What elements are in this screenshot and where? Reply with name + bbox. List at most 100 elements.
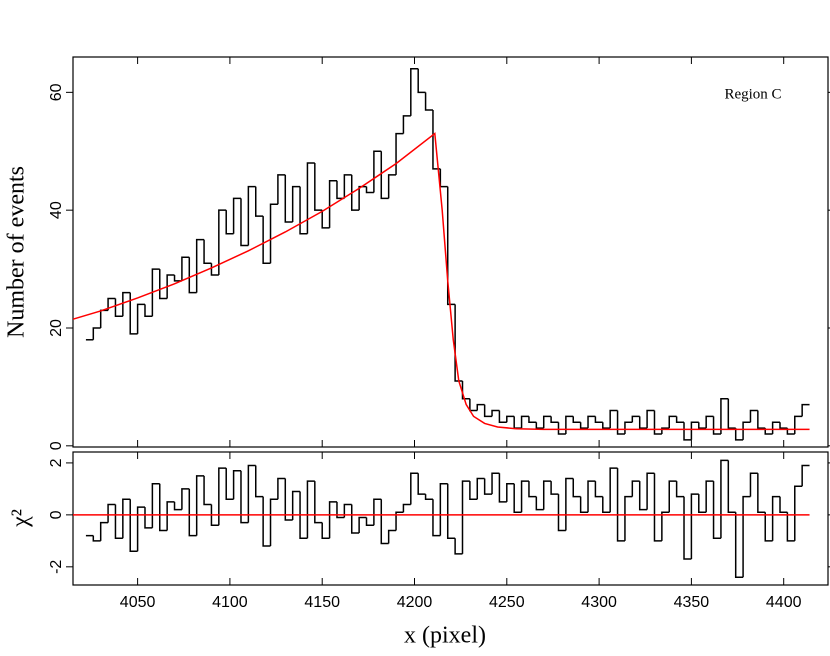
histogram-step [210, 504, 219, 527]
histogram-step [513, 483, 522, 514]
fit-line [72, 132, 810, 431]
histogram-step [232, 469, 241, 500]
histogram-step [609, 409, 618, 429]
histogram-step [387, 174, 397, 199]
histogram-step [321, 522, 330, 539]
histogram-step [749, 472, 758, 497]
histogram-step [395, 132, 404, 175]
histogram-step [675, 416, 685, 424]
histogram-step [159, 269, 168, 300]
histogram-step [151, 482, 160, 528]
histogram-step [594, 416, 603, 424]
histogram-step [195, 238, 205, 293]
histogram-step [705, 415, 714, 429]
x-axis-label: x (pixel) [404, 623, 486, 649]
histogram-step [417, 473, 426, 495]
histogram-step [513, 416, 522, 429]
histogram-step [483, 404, 493, 418]
histogram-step [734, 428, 744, 441]
histogram-step [269, 203, 278, 264]
histogram-step [240, 198, 249, 247]
histogram-step [350, 504, 360, 534]
histogram-step [520, 480, 529, 513]
histogram-step [373, 498, 382, 526]
y-tick-label: 20 [48, 319, 65, 337]
histogram-step [698, 422, 707, 429]
histogram-step [705, 480, 714, 513]
histogram-step [565, 477, 574, 531]
histogram-step [542, 415, 552, 429]
histogram-step [114, 298, 123, 317]
histogram-step [218, 209, 227, 275]
histogram-step [350, 174, 360, 211]
histogram-step [203, 239, 212, 264]
histogram-step [365, 517, 374, 527]
histogram-step [587, 480, 596, 513]
histogram-step [535, 496, 544, 511]
histogram-step [291, 185, 301, 222]
histogram-step [446, 483, 456, 539]
histogram-step [321, 210, 330, 229]
histogram-step [358, 185, 367, 211]
x-tick-label: 4250 [489, 594, 525, 611]
histogram-step [638, 481, 648, 511]
histogram-step [550, 416, 559, 424]
histogram-step [247, 464, 256, 523]
histogram-step [638, 416, 648, 429]
histogram-step [203, 475, 212, 506]
histogram-step [668, 480, 677, 513]
histogram-step [661, 427, 670, 435]
histogram-step [306, 162, 315, 234]
histogram-step [557, 422, 566, 435]
y-tick-label: -2 [48, 560, 65, 574]
histogram-step [469, 481, 478, 501]
histogram-step [616, 410, 625, 435]
histogram-step [786, 428, 795, 435]
histogram-step [232, 197, 241, 234]
histogram-step [410, 68, 419, 116]
histogram-step [395, 511, 404, 531]
x-tick-label: 4050 [120, 594, 156, 611]
histogram-step [306, 480, 315, 539]
histogram-step [299, 186, 308, 235]
histogram-step [417, 68, 426, 94]
plot-frame [72, 451, 829, 586]
histogram-step [159, 483, 168, 532]
x-tick-label: 4100 [212, 594, 248, 611]
histogram-step [476, 403, 485, 411]
histogram-step [336, 501, 345, 519]
histogram-step [520, 415, 529, 429]
x-tick-label: 4150 [304, 594, 340, 611]
histogram-step [446, 186, 456, 306]
histogram-step [690, 493, 699, 560]
histogram-step [794, 485, 803, 541]
histogram-step [218, 467, 227, 526]
histogram-step [498, 473, 507, 503]
histogram-step [166, 274, 175, 299]
histogram-step [262, 216, 271, 264]
histogram-step [107, 297, 116, 311]
histogram-step [188, 257, 197, 294]
histogram-step [646, 409, 655, 429]
y-tick-label: 0 [48, 441, 65, 450]
histogram-step [683, 496, 692, 560]
histogram-step [594, 481, 603, 498]
histogram-step [675, 481, 685, 498]
histogram-step [424, 92, 433, 111]
histogram-step [602, 496, 611, 514]
histogram-step [358, 516, 367, 534]
histogram-step [380, 499, 389, 545]
histogram-step [136, 303, 145, 334]
histogram-step [314, 481, 323, 524]
histogram-step [565, 415, 574, 435]
histogram-step [624, 421, 633, 435]
histogram-step [99, 309, 109, 328]
histogram-step [129, 499, 138, 552]
histogram-step [572, 478, 581, 498]
histogram-step [506, 415, 515, 423]
histogram-step [550, 481, 559, 495]
y-tick-label: 2 [48, 458, 65, 467]
histogram-step [469, 398, 478, 412]
histogram-step [786, 512, 795, 542]
histogram-step [166, 501, 175, 531]
